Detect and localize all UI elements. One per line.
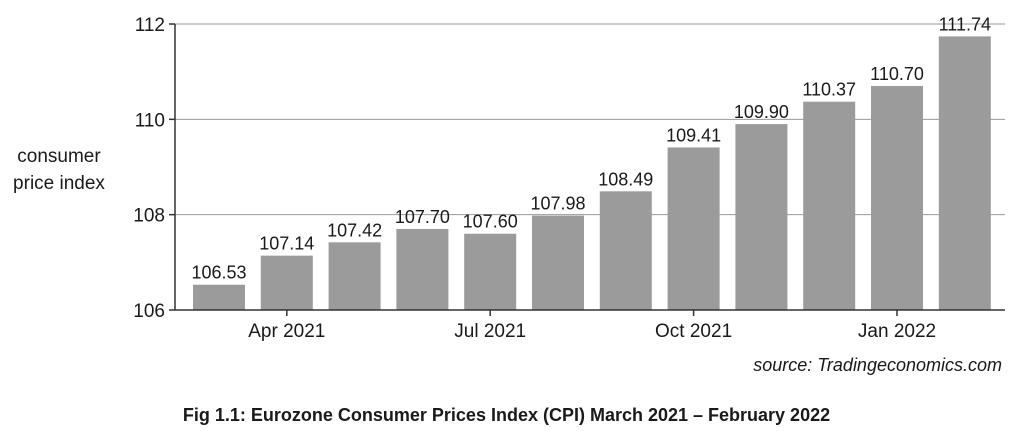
y-axis-label-line-1: consumer: [17, 146, 101, 167]
bar: [464, 233, 517, 310]
bar-value-label: 110.37: [802, 80, 856, 100]
x-tick-label: Jan 2022: [858, 321, 936, 342]
bar-value-label: 110.70: [870, 64, 924, 84]
bar: [532, 215, 584, 310]
y-axis-label-line-2: price index: [13, 173, 105, 194]
bar-value-label: 108.49: [598, 169, 653, 189]
bar: [735, 124, 788, 310]
y-tick-label: 112: [135, 15, 165, 36]
bar: [871, 85, 923, 310]
bar-value-label: 106.53: [191, 263, 246, 283]
bar: [396, 228, 449, 310]
bar: [938, 36, 991, 310]
figure-caption: Fig 1.1: Eurozone Consumer Prices Index …: [182, 405, 831, 425]
bar: [193, 284, 245, 310]
bar: [260, 255, 313, 310]
y-tick-label: 110: [135, 110, 165, 131]
bar-value-label: 111.74: [939, 14, 991, 34]
bar-value-label: 109.41: [666, 125, 721, 145]
bar-value-label: 107.98: [530, 194, 585, 214]
bar-value-label: 107.70: [395, 207, 450, 227]
bar: [667, 147, 720, 310]
y-tick-label: 106: [133, 301, 165, 322]
x-tick-label: Jul 2021: [454, 321, 526, 342]
bar: [599, 191, 652, 310]
bar-value-label: 107.42: [327, 220, 382, 240]
bar: [328, 242, 381, 310]
y-axis-label: consumer price index: [0, 143, 118, 197]
bar: [803, 101, 856, 311]
bar-value-label: 107.60: [463, 212, 518, 232]
x-tick-label: Apr 2021: [248, 321, 325, 342]
source-note: source: Tradingeconomics.com: [753, 355, 1002, 375]
y-tick-label: 108: [133, 206, 165, 227]
bar-value-label: 107.14: [259, 234, 314, 254]
bar-value-label: 109.90: [734, 102, 789, 122]
x-tick-label: Oct 2021: [655, 321, 732, 342]
